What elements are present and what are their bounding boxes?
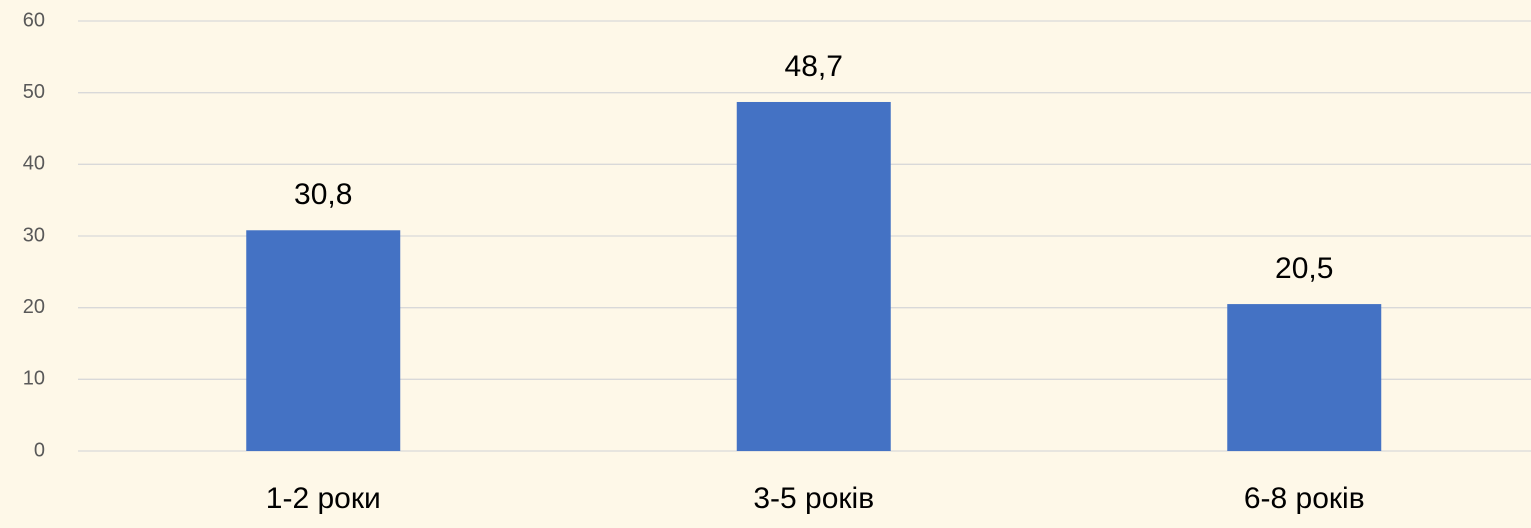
y-tick-label: 50 [23,81,45,103]
x-tick-label: 6-8 років [1244,482,1365,515]
x-tick-label: 1-2 роки [266,482,381,515]
value-label: 20,5 [1275,252,1333,285]
value-label: 48,7 [785,50,843,83]
bar [736,101,891,451]
y-tick-label: 20 [23,296,45,318]
x-tick-label: 3-5 років [753,482,874,515]
y-tick-label: 10 [23,368,45,390]
bar [1227,304,1382,451]
y-tick-label: 40 [23,153,45,175]
y-tick-label: 60 [23,9,45,31]
value-label: 30,8 [294,178,352,211]
bar [246,230,401,451]
y-tick-label: 30 [23,224,45,246]
y-tick-label: 0 [34,439,45,461]
